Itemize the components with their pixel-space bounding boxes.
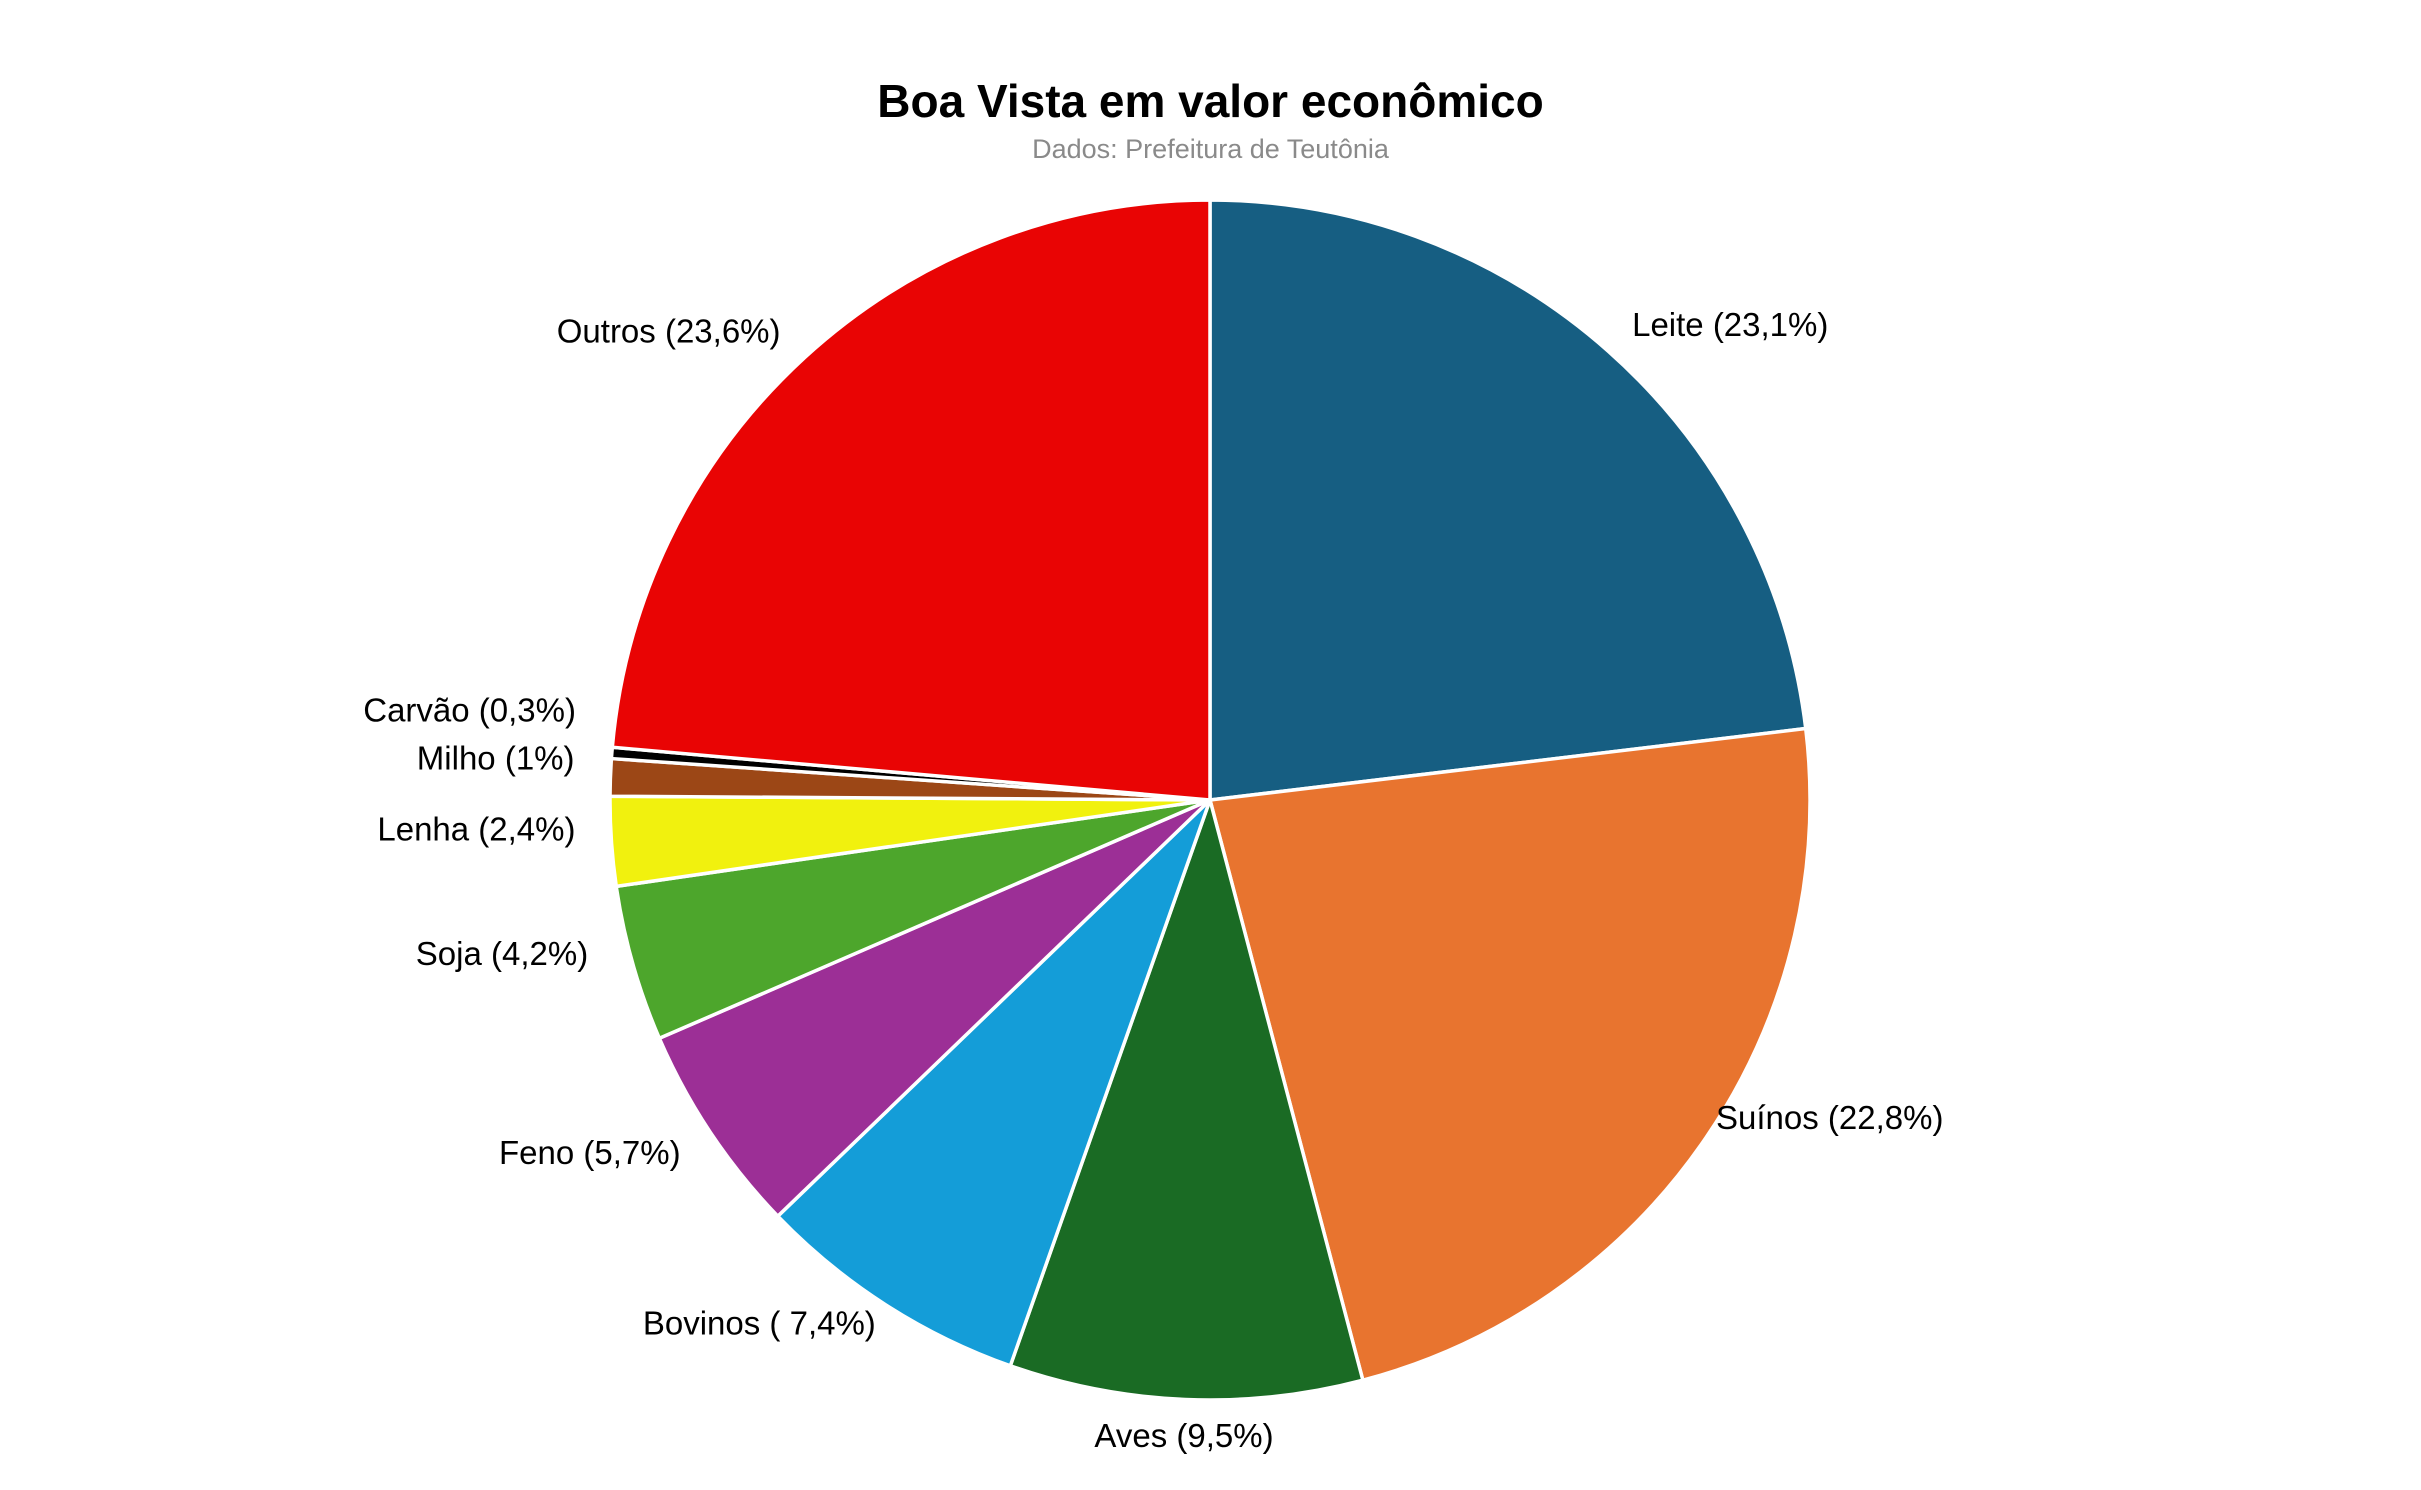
- pie-label-bovinos: Bovinos ( 7,4%): [643, 1304, 876, 1341]
- pie-label-aves: Aves (9,5%): [1094, 1417, 1273, 1454]
- chart-subtitle: Dados: Prefeitura de Teutônia: [1032, 134, 1389, 164]
- pie-slice-leite: [1208, 198, 1808, 802]
- pie-slice-feno: [657, 798, 1212, 1218]
- pie-slice-bovinos: [776, 798, 1212, 1368]
- pie-label-milho: Milho (1%): [417, 740, 575, 777]
- pie-label-outros: Outros (23,6%): [557, 312, 781, 349]
- pie-label-lenha: Lenha (2,4%): [377, 810, 575, 847]
- pie-label-suinos: Suínos (22,8%): [1716, 1099, 1943, 1136]
- pie-slice-aves: [1008, 798, 1365, 1402]
- pie-label-leite: Leite (23,1%): [1632, 306, 1828, 343]
- pie-label-soja: Soja (4,2%): [416, 935, 588, 972]
- pie-slice-suinos: [1208, 726, 1812, 1382]
- pie-slice-outros: [610, 198, 1212, 802]
- chart-title: Boa Vista em valor econômico: [877, 75, 1544, 127]
- pie-label-feno: Feno (5,7%): [499, 1134, 681, 1171]
- pie-label-carvao: Carvão (0,3%): [363, 692, 576, 729]
